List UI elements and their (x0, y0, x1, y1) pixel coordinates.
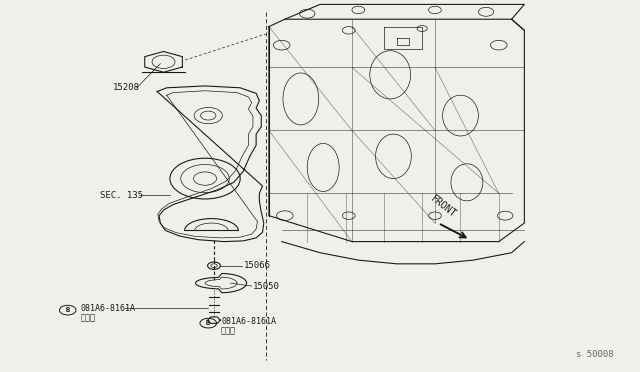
Text: SEC. 135: SEC. 135 (100, 191, 143, 200)
Text: s 50008: s 50008 (576, 350, 614, 359)
Text: 081A6-8161A: 081A6-8161A (81, 304, 136, 313)
Text: 081A6-8161A: 081A6-8161A (221, 317, 276, 326)
Text: 15208: 15208 (113, 83, 140, 92)
Text: B: B (66, 307, 70, 313)
Text: 15066: 15066 (243, 261, 270, 270)
Text: B: B (206, 320, 211, 326)
Text: （１）: （１） (81, 313, 95, 322)
Text: FRONT: FRONT (429, 193, 458, 219)
Text: （１）: （１） (221, 326, 236, 335)
Text: 15050: 15050 (253, 282, 280, 291)
